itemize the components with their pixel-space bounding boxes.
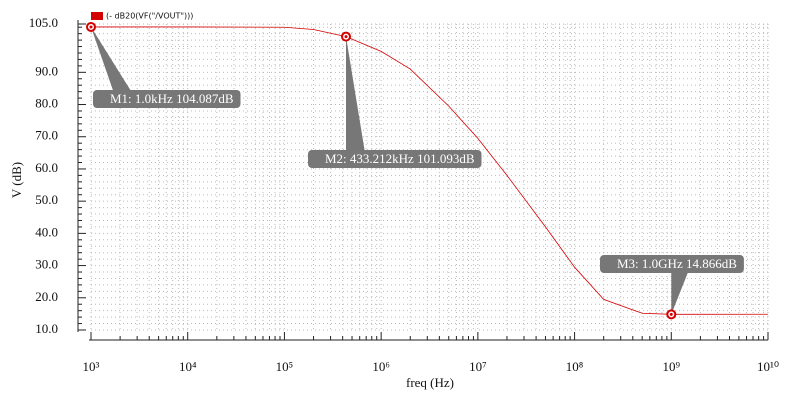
x-tick-label: 10³: [83, 359, 100, 374]
callout-label: M1: 1.0kHz 104.087dB: [110, 91, 234, 106]
marker-dot: [344, 35, 348, 39]
callout-box: [600, 255, 744, 273]
x-tick-label: 10⁵: [276, 359, 294, 374]
callout-box: [308, 150, 482, 168]
line-series: [91, 26, 769, 315]
legend-label: (- dB20(VF("/VOUT"))): [106, 12, 193, 21]
y-tick-label: 30.0: [35, 257, 58, 272]
marker-callout: M2: 433.212kHz 101.093dB: [308, 36, 482, 168]
y-tick-label: 60.0: [35, 160, 58, 175]
marker-callout: M1: 1.0kHz 104.087dB: [91, 26, 241, 108]
x-tick-label: 10⁹: [663, 359, 681, 374]
x-tick-label: 10⁴: [179, 359, 197, 374]
y-tick-label: 50.0: [35, 192, 58, 207]
y-tick-label: 80.0: [35, 96, 58, 111]
callout-box: [93, 90, 241, 108]
legend-swatch: [91, 12, 103, 20]
y-tick-label: 90.0: [35, 63, 58, 78]
y-tick-label: 70.0: [35, 128, 58, 143]
x-axis-label: freq (Hz): [406, 375, 454, 390]
y-tick-label: 10.0: [35, 321, 58, 336]
x-tick-label: 10⁸: [566, 359, 584, 374]
x-tick-label: 10⁶: [372, 359, 390, 374]
callout-pointer: [671, 264, 692, 315]
x-tick-label: 10¹⁰: [757, 359, 779, 374]
callout-pointer: [91, 26, 136, 100]
marker-callout: M3: 1.0GHz 14.866dB: [600, 255, 744, 315]
x-tick-label: 10⁷: [469, 359, 487, 374]
marker-dot: [89, 25, 93, 29]
callout-pointer: [346, 36, 367, 159]
marker-dot: [669, 312, 673, 316]
callout-label: M3: 1.0GHz 14.866dB: [617, 256, 737, 271]
callout-label: M2: 433.212kHz 101.093dB: [325, 151, 475, 166]
y-tick-label: 105.0: [29, 15, 58, 30]
y-axis-label: V (dB): [9, 162, 24, 198]
y-tick-label: 40.0: [35, 224, 58, 239]
y-tick-label: 20.0: [35, 289, 58, 304]
